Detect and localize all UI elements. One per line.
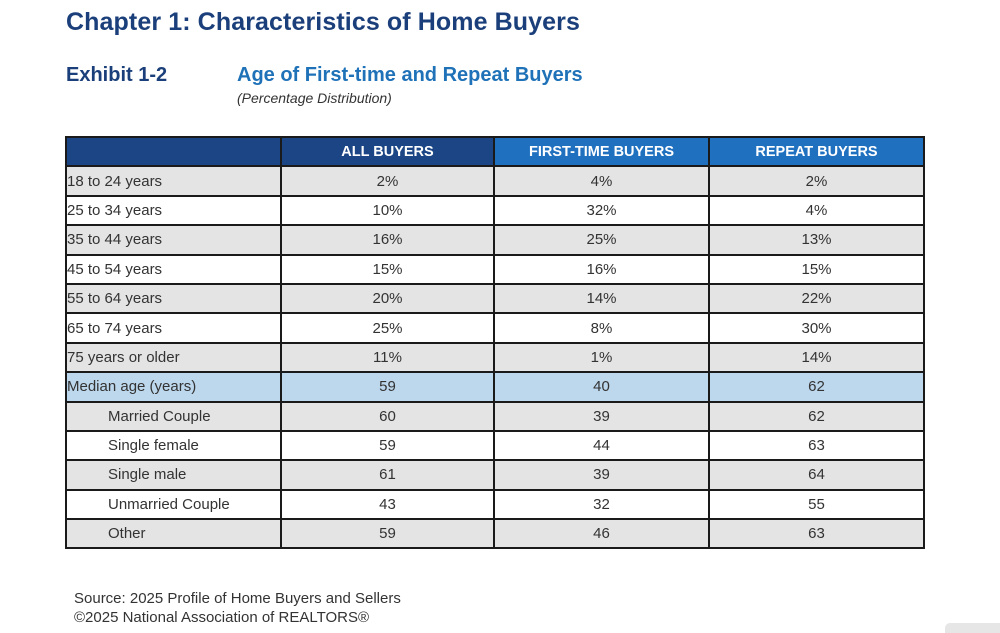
cell-repeat: 62 — [708, 400, 925, 432]
table-row: Other 59 46 63 — [65, 518, 925, 550]
cell-all-buyers: 59 — [280, 518, 495, 550]
cell-first-time: 44 — [493, 429, 710, 462]
copyright-line: ©2025 National Association of REALTORS® — [74, 609, 370, 626]
cell-repeat: 2% — [708, 165, 925, 197]
header-repeat-buyers: REPEAT BUYERS — [708, 135, 925, 168]
table-row: 35 to 44 years 16% 25% 13% — [65, 224, 925, 256]
cell-first-time: 40 — [493, 371, 710, 403]
cell-first-time: 8% — [493, 312, 710, 344]
cell-all-buyers: 15% — [280, 253, 495, 285]
row-label: Other — [65, 518, 282, 550]
cell-first-time: 32 — [493, 488, 710, 521]
cell-repeat: 55 — [708, 488, 925, 521]
cell-all-buyers: 59 — [280, 371, 495, 403]
row-label: Unmarried Couple — [65, 488, 282, 521]
table-row: 25 to 34 years 10% 32% 4% — [65, 194, 925, 227]
cell-repeat: 15% — [708, 253, 925, 285]
cell-repeat: 63 — [708, 429, 925, 462]
cell-first-time: 39 — [493, 459, 710, 491]
cell-repeat: 62 — [708, 371, 925, 403]
exhibit-title: Age of First-time and Repeat Buyers — [237, 64, 583, 86]
table-row: 55 to 64 years 20% 14% 22% — [65, 282, 925, 315]
row-label: 35 to 44 years — [65, 224, 282, 256]
cell-all-buyers: 59 — [280, 429, 495, 462]
cell-repeat: 4% — [708, 194, 925, 227]
row-label: 45 to 54 years — [65, 253, 282, 285]
cell-first-time: 25% — [493, 224, 710, 256]
cell-all-buyers: 20% — [280, 282, 495, 315]
table-row: 65 to 74 years 25% 8% 30% — [65, 312, 925, 344]
cell-all-buyers: 43 — [280, 488, 495, 521]
cell-all-buyers: 11% — [280, 341, 495, 374]
exhibit-label: Exhibit 1-2 — [66, 64, 168, 86]
scroll-indicator — [945, 623, 1000, 633]
cell-first-time: 16% — [493, 253, 710, 285]
table-row: 75 years or older 11% 1% 14% — [65, 341, 925, 374]
cell-repeat: 30% — [708, 312, 925, 344]
exhibit-subtitle: (Percentage Distribution) — [237, 90, 392, 106]
table-row: 18 to 24 years 2% 4% 2% — [65, 165, 925, 197]
cell-all-buyers: 61 — [280, 459, 495, 491]
cell-all-buyers: 10% — [280, 194, 495, 227]
cell-first-time: 46 — [493, 518, 710, 550]
cell-repeat: 63 — [708, 518, 925, 550]
cell-repeat: 13% — [708, 224, 925, 256]
age-distribution-table: ALL BUYERS FIRST-TIME BUYERS REPEAT BUYE… — [65, 135, 925, 550]
cell-repeat: 64 — [708, 459, 925, 491]
table-row: Unmarried Couple 43 32 55 — [65, 488, 925, 521]
row-label: Single female — [65, 429, 282, 462]
row-label: 18 to 24 years — [65, 165, 282, 197]
table-header-row: ALL BUYERS FIRST-TIME BUYERS REPEAT BUYE… — [65, 135, 925, 168]
cell-first-time: 14% — [493, 282, 710, 315]
row-label: Single male — [65, 459, 282, 491]
cell-first-time: 1% — [493, 341, 710, 374]
chapter-title: Chapter 1: Characteristics of Home Buyer… — [66, 8, 580, 36]
cell-all-buyers: 60 — [280, 400, 495, 432]
cell-repeat: 14% — [708, 341, 925, 374]
median-age-row: Median age (years) 59 40 62 — [65, 371, 925, 403]
table-row: Married Couple 60 39 62 — [65, 400, 925, 432]
cell-first-time: 39 — [493, 400, 710, 432]
row-label: Married Couple — [65, 400, 282, 432]
header-blank — [65, 135, 282, 168]
row-label: 55 to 64 years — [65, 282, 282, 315]
cell-all-buyers: 25% — [280, 312, 495, 344]
cell-repeat: 22% — [708, 282, 925, 315]
table-row: 45 to 54 years 15% 16% 15% — [65, 253, 925, 285]
table-row: Single male 61 39 64 — [65, 459, 925, 491]
cell-all-buyers: 2% — [280, 165, 495, 197]
cell-all-buyers: 16% — [280, 224, 495, 256]
cell-first-time: 32% — [493, 194, 710, 227]
source-note: Source: 2025 Profile of Home Buyers and … — [74, 589, 401, 627]
row-label: 65 to 74 years — [65, 312, 282, 344]
cell-first-time: 4% — [493, 165, 710, 197]
table-row: Single female 59 44 63 — [65, 429, 925, 462]
header-first-time-buyers: FIRST-TIME BUYERS — [493, 135, 710, 168]
source-line: Source: 2025 Profile of Home Buyers and … — [74, 590, 401, 607]
row-label: 75 years or older — [65, 341, 282, 374]
row-label: Median age (years) — [65, 371, 282, 403]
row-label: 25 to 34 years — [65, 194, 282, 227]
header-all-buyers: ALL BUYERS — [280, 135, 495, 168]
